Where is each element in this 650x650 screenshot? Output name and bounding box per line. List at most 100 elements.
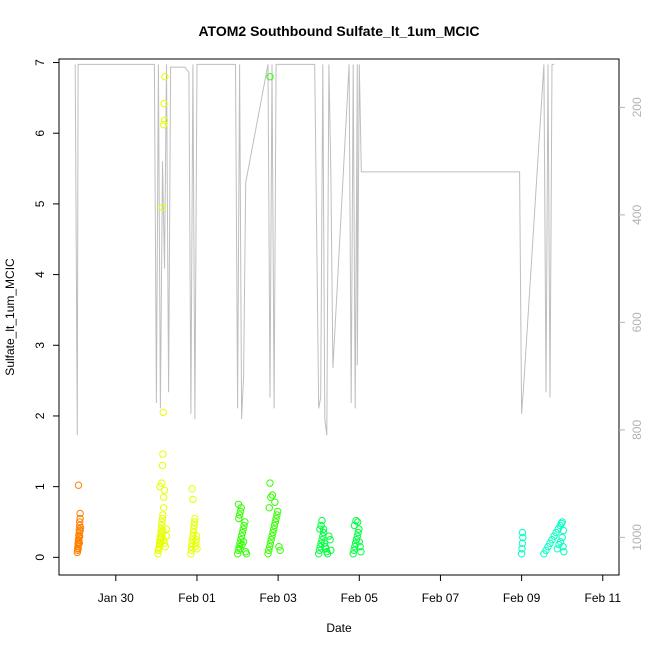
- data-point: [158, 461, 167, 470]
- y-tick-label: 6: [33, 130, 47, 137]
- data-point: [546, 539, 554, 547]
- data-point: [241, 518, 249, 526]
- y2-tick-label: 200: [630, 97, 644, 117]
- data-point: [268, 491, 277, 499]
- data-point: [76, 514, 84, 523]
- data-point: [188, 485, 196, 493]
- data-point: [273, 511, 281, 519]
- y-tick-label: 7: [33, 59, 47, 66]
- data-point: [559, 526, 568, 535]
- x-tick-label: Feb 11: [585, 591, 622, 605]
- data-point: [267, 536, 275, 544]
- x-tick-label: Feb 05: [341, 591, 379, 605]
- y-axis: 0 1 2 3 4 5 6 7: [33, 59, 59, 561]
- data-point: [239, 525, 247, 533]
- data-point: [236, 545, 244, 553]
- data-point: [519, 533, 527, 542]
- y2-tick-label: 1000: [630, 524, 644, 551]
- data-point: [160, 504, 168, 512]
- points-layer: [73, 73, 568, 558]
- y-tick-label: 5: [33, 200, 47, 207]
- data-point: [352, 516, 360, 525]
- data-point: [270, 525, 278, 533]
- data-point: [518, 539, 527, 547]
- x-axis: Jan 30 Feb 01 Feb 03 Feb 05 Feb 07 Feb 09 Feb …: [98, 574, 622, 605]
- data-point: [236, 539, 244, 547]
- y-axis-label: Sulfate_lt_1um_MCIC: [3, 258, 17, 376]
- data-point: [356, 543, 364, 551]
- data-point: [322, 545, 330, 553]
- data-point: [240, 521, 248, 530]
- data-point: [160, 116, 169, 125]
- data-point: [544, 543, 552, 551]
- data-point: [265, 546, 273, 554]
- y-tick-label: 3: [33, 342, 47, 349]
- data-point: [158, 203, 167, 212]
- data-point: [74, 481, 83, 489]
- y-tick-label: 2: [33, 412, 47, 419]
- data-point: [517, 550, 526, 558]
- data-point: [160, 539, 169, 547]
- x-tick-label: Feb 03: [259, 591, 297, 605]
- data-point: [355, 525, 363, 533]
- data-point: [190, 525, 198, 533]
- data-point: [327, 546, 335, 554]
- data-point: [162, 532, 171, 540]
- data-point: [192, 539, 200, 547]
- data-point: [236, 507, 245, 516]
- data-point: [158, 479, 166, 487]
- data-point: [76, 523, 85, 532]
- x-tick-label: Feb 01: [178, 591, 216, 605]
- data-point: [266, 539, 275, 547]
- data-point: [559, 543, 567, 551]
- y2-tick-label: 800: [630, 420, 644, 440]
- data-point: [267, 493, 275, 501]
- data-point: [75, 525, 84, 533]
- data-point: [315, 550, 323, 558]
- y2-axis: 200 400 600 800 1000: [619, 97, 644, 551]
- data-point: [560, 548, 568, 556]
- data-point: [191, 543, 200, 551]
- data-point: [325, 532, 333, 540]
- data-point: [518, 528, 527, 537]
- data-point: [318, 516, 326, 525]
- data-point: [189, 495, 197, 504]
- data-point: [354, 518, 362, 526]
- x-tick-label: Jan 30: [98, 591, 134, 605]
- y-tick-label: 0: [33, 554, 47, 561]
- data-point: [157, 525, 166, 533]
- data-point: [557, 519, 566, 528]
- data-point: [192, 536, 200, 544]
- data-point: [159, 450, 167, 458]
- data-point: [357, 548, 365, 556]
- data-point: [270, 521, 279, 530]
- data-point: [265, 504, 273, 512]
- data-point: [160, 493, 168, 501]
- data-point: [235, 514, 243, 523]
- pressure-line-layer: [74, 63, 555, 436]
- data-point: [156, 482, 164, 491]
- data-point: [274, 507, 282, 516]
- data-point: [548, 536, 556, 544]
- y2-tick-label: 600: [630, 312, 644, 332]
- data-point: [266, 479, 274, 487]
- data-point: [238, 528, 247, 537]
- data-point: [542, 546, 550, 554]
- data-point: [239, 538, 248, 546]
- data-point: [74, 545, 82, 553]
- data-point: [158, 514, 167, 523]
- data-point: [159, 511, 167, 519]
- data-point: [351, 539, 360, 547]
- chart-title: ATOM2 Southbound Sulfate_lt_1um_MCIC: [198, 23, 479, 39]
- data-point: [193, 545, 201, 553]
- y-tick-label: 4: [33, 271, 47, 278]
- data-point: [192, 532, 201, 540]
- data-point: [269, 528, 277, 537]
- data-point: [354, 528, 362, 537]
- data-point: [550, 532, 558, 540]
- data-point: [190, 521, 198, 530]
- data-point: [234, 500, 243, 508]
- data-point: [76, 526, 84, 535]
- data-point: [552, 528, 560, 537]
- data-point: [558, 518, 566, 526]
